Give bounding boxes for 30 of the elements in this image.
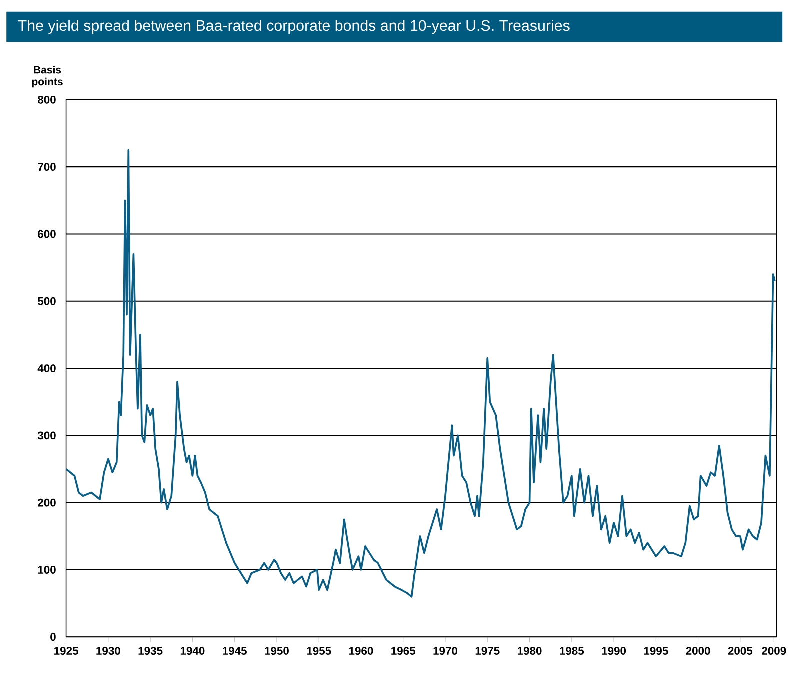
- x-tick-label: 1935: [138, 647, 163, 656]
- y-tick-label: 400: [38, 364, 56, 373]
- y-tick-label: 500: [38, 298, 56, 306]
- y-tick-label: 600: [38, 230, 56, 238]
- x-tick-label: 1930: [96, 647, 120, 656]
- x-tick-label: 2000: [686, 647, 710, 656]
- x-tick-label: 1940: [180, 647, 205, 656]
- x-tick-label: 1970: [434, 647, 458, 656]
- x-tick-label: 1995: [644, 647, 668, 656]
- y-tick-label: 100: [38, 566, 56, 574]
- y-axis-title: Basis points: [32, 66, 63, 88]
- x-tick-label: 1990: [602, 647, 626, 656]
- x-tick-label: 1985: [560, 647, 584, 656]
- y-tick-label: 200: [38, 499, 56, 507]
- x-tick-label: 2005: [728, 647, 753, 656]
- x-tick-label: 1975: [476, 647, 500, 656]
- y-tick-label: 800: [38, 96, 56, 104]
- line-series: [66, 150, 776, 598]
- x-tick-label: 1980: [518, 647, 542, 656]
- x-tick-label: 1965: [392, 647, 416, 656]
- x-tick-label: 1945: [223, 647, 247, 656]
- x-tick-label: 1960: [349, 647, 374, 656]
- x-tick-label: 1925: [54, 647, 78, 656]
- y-tick-label: 700: [38, 163, 56, 172]
- chart-title: The yield spread between Baa-rated corporate bonds and 10-year U.S. Treasuries: [18, 20, 570, 34]
- y-tick-label: 300: [38, 432, 56, 440]
- x-tick-label: 1955: [307, 647, 332, 656]
- y-tick-label: 0: [50, 633, 56, 642]
- x-tick-label: 2009: [762, 647, 786, 656]
- x-tick-label: 1950: [265, 647, 289, 656]
